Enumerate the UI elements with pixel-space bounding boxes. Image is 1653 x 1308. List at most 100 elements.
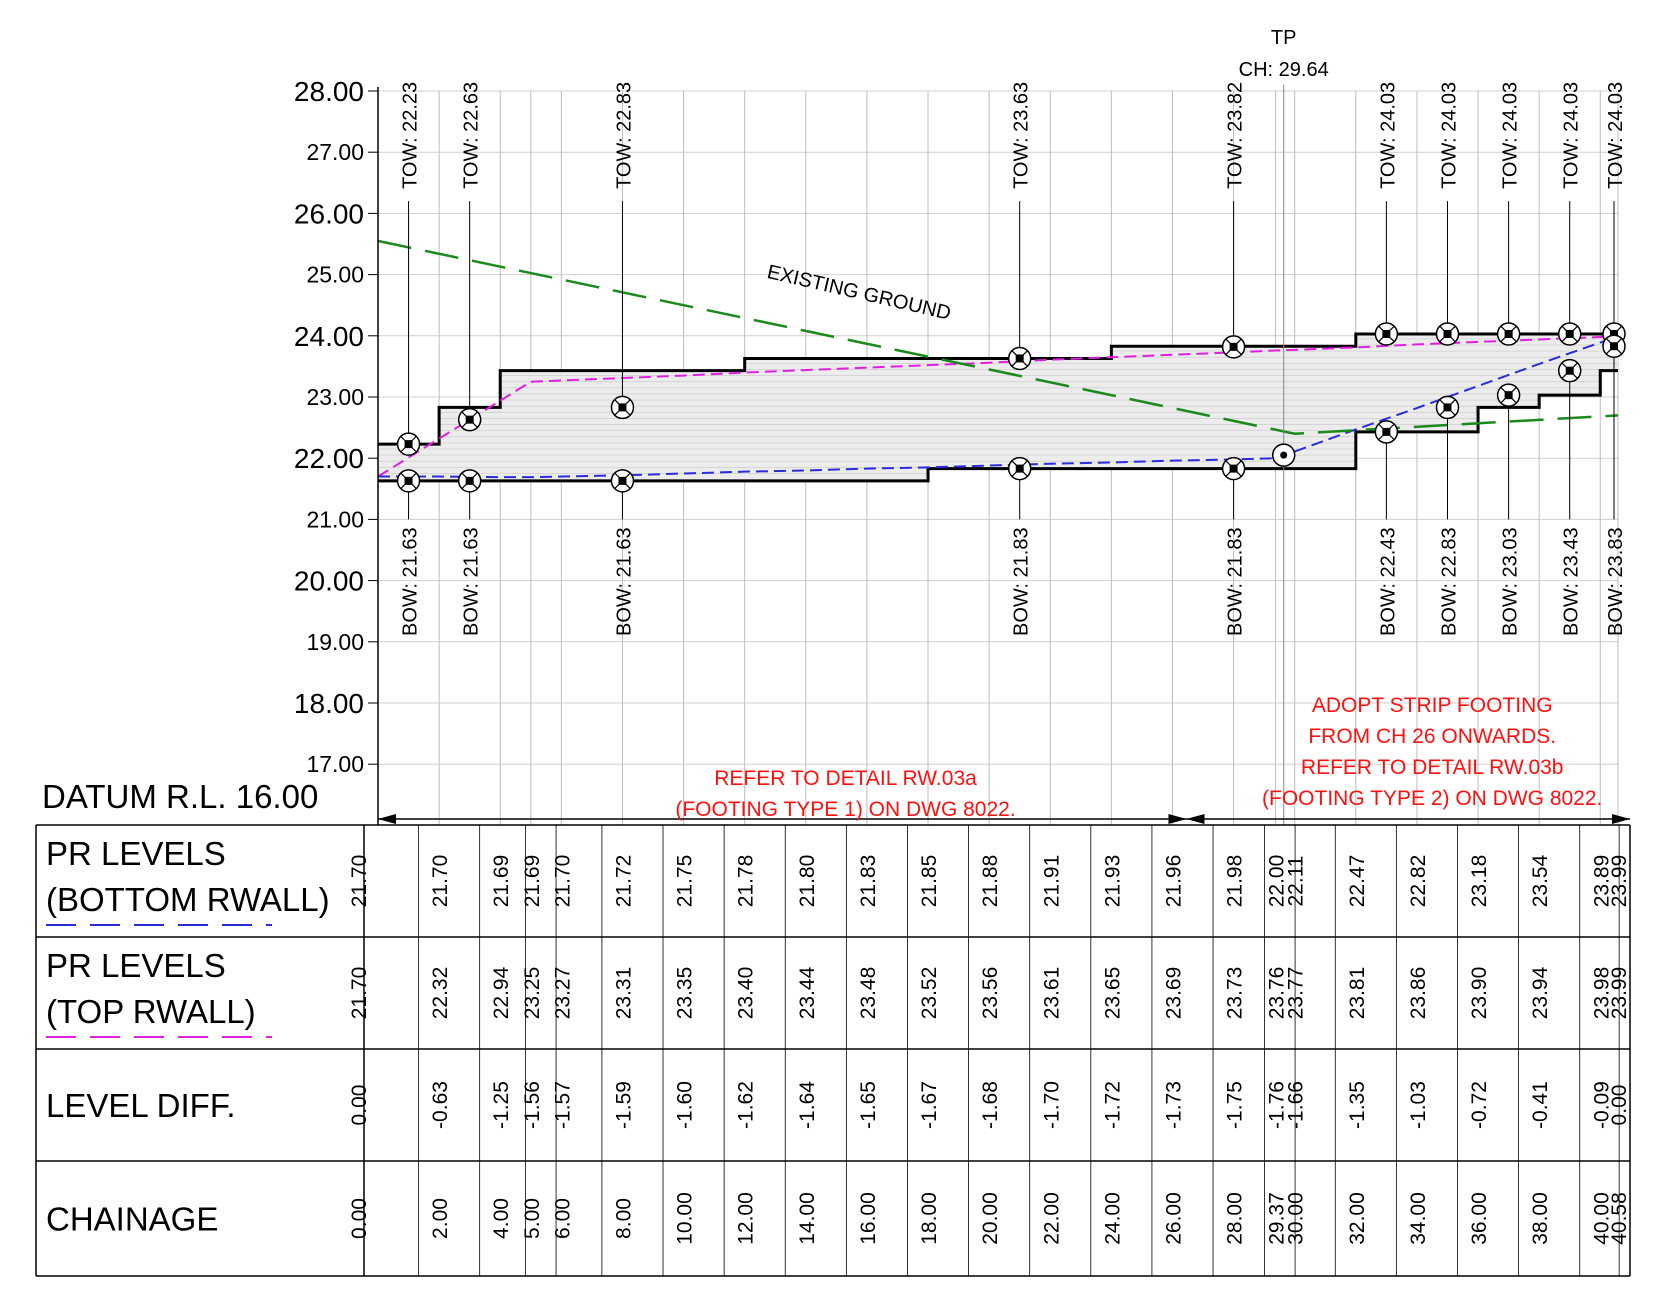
tow-marker-dot (404, 440, 413, 449)
bow-marker (610, 469, 635, 493)
table-cell-value: 23.54 (1529, 854, 1552, 907)
table-cell-value: 30.00 (1285, 1192, 1308, 1245)
wall-fill (378, 332, 1618, 483)
table-cell-value: -1.60 (674, 1081, 697, 1129)
bow-label: BOW: 21.63 (400, 527, 422, 636)
rl-axis-label: 28.00 (294, 76, 364, 107)
table-cell-value: 23.35 (674, 967, 697, 1020)
tow-marker-dot (465, 415, 474, 424)
bow-marker (1435, 395, 1460, 420)
table-cell-value: 21.88 (979, 855, 1002, 908)
bow-marker (1007, 456, 1032, 481)
table-cell-value: 23.89 (1590, 855, 1613, 908)
bow-marker (457, 469, 482, 493)
table-cell-value: -1.56 (521, 1081, 544, 1129)
table-cell-value: 8.00 (612, 1198, 635, 1239)
table-cell-value: -1.66 (1285, 1081, 1308, 1129)
tow-marker-dot (1229, 342, 1238, 351)
table-cell-value: 23.56 (979, 967, 1002, 1020)
bow-marker-dot (618, 476, 627, 485)
bow-marker (396, 469, 421, 493)
table-cell-value: -0.63 (429, 1081, 452, 1129)
table-cell-value: -1.64 (796, 1081, 819, 1129)
existing-ground-line (377, 239, 1619, 435)
datum-label: DATUM R.L. 16.00 (42, 778, 318, 815)
bow-marker-dot (1229, 464, 1238, 473)
tp-marker-dot (1280, 451, 1288, 459)
tow-label: TOW: 22.83 (613, 82, 635, 189)
table-cell-value: 38.00 (1529, 1192, 1552, 1245)
table-cell-value: -1.72 (1101, 1081, 1124, 1129)
table-cell-value: 32.00 (1346, 1192, 1369, 1245)
table-cell-value: 0.00 (348, 1198, 371, 1239)
table-cell-value: -1.76 (1265, 1081, 1288, 1129)
table-cell-value: 23.98 (1590, 967, 1613, 1020)
table-cell-value: 23.65 (1101, 967, 1124, 1020)
table-cell-value: 26.00 (1162, 1192, 1185, 1245)
table-cell-value: 23.25 (521, 967, 544, 1020)
tow-marker-dot (1610, 329, 1618, 338)
rl-axis-label: 27.00 (306, 139, 364, 165)
table-cell-value: 36.00 (1468, 1192, 1491, 1245)
bow-label: BOW: 21.83 (1011, 527, 1033, 636)
tow-label: TOW: 24.03 (1561, 82, 1583, 189)
bow-marker (1602, 334, 1626, 358)
bow-marker-dot (1610, 342, 1618, 351)
table-cell-value: 2.00 (429, 1198, 452, 1239)
table-cell-value: -1.25 (490, 1081, 513, 1129)
bow-label: BOW: 22.83 (1438, 527, 1460, 636)
table-row-title: CHAINAGE (46, 1201, 218, 1238)
table-cell-value: 21.70 (348, 967, 371, 1020)
extent-arrowhead (1186, 814, 1205, 824)
table-cell-value: 21.69 (521, 855, 544, 908)
tow-marker (396, 432, 421, 456)
wall-area (378, 333, 1618, 481)
bow-marker (1221, 456, 1246, 481)
table-cell-value: 23.90 (1468, 967, 1491, 1020)
table-row-title: PR LEVELS (46, 835, 226, 872)
tow-label: TOW: 24.03 (1438, 82, 1460, 189)
tow-marker (1557, 322, 1582, 346)
table-cell-value: -1.67 (918, 1081, 941, 1129)
table-cell-value: 29.37 (1265, 1192, 1288, 1245)
level-callouts: TOW: 22.23 TOW: 22.63 TOW: 22.83 TOW: 23.63… (396, 27, 1627, 825)
levels-table: PR LEVELS (BOTTOM RWALL) 21.70 21.70 21.69 21… (35, 814, 1631, 1277)
footing-type2-note: ADOPT STRIP FOOTING (1312, 694, 1553, 717)
wall-bottom-step-line (378, 369, 1618, 483)
table-cell-value: -0.09 (1590, 1081, 1613, 1129)
table-row-title: (TOP RWALL) (46, 993, 256, 1030)
table-cell-value: -1.57 (551, 1081, 574, 1129)
tow-marker-dot (618, 403, 627, 412)
tp-chainage-label: CH: 29.64 (1239, 59, 1329, 81)
table-cell-value: 20.00 (979, 1192, 1002, 1245)
table-cell-value: 23.40 (735, 967, 758, 1020)
bow-label: BOW: 21.63 (613, 527, 635, 636)
table-cell-value: 23.77 (1285, 967, 1308, 1020)
table-cell-value: 10.00 (674, 1192, 697, 1245)
extent-arrowhead (378, 814, 396, 824)
tow-marker-dot (1565, 329, 1574, 338)
tow-label: TOW: 22.23 (400, 82, 422, 189)
tow-marker (1221, 335, 1246, 359)
tow-label: TOW: 24.03 (1377, 82, 1399, 189)
existing-ground-label: EXISTING GROUND (765, 261, 953, 325)
extent-arrowhead (1612, 814, 1630, 824)
table-cell-value: 21.96 (1162, 855, 1185, 908)
rl-axis: 28.00 27.00 26.00 25.00 24.00 23.00 22.00 21.00… (294, 76, 379, 825)
table-cell-value: 22.32 (429, 967, 452, 1020)
table-cell-value: 34.00 (1407, 1192, 1430, 1245)
table-cell-value: 21.98 (1224, 855, 1247, 908)
footing-type2-note: (FOOTING TYPE 2) ON DWG 8022. (1262, 787, 1602, 810)
tow-marker (1007, 346, 1032, 371)
table-cell-value: 23.69 (1162, 967, 1185, 1020)
table-cell-value: 22.00 (1040, 1192, 1063, 1245)
table-cell-value: 5.00 (521, 1198, 544, 1239)
bow-label: BOW: 23.43 (1561, 527, 1583, 636)
table-row-title: PR LEVELS (46, 947, 226, 984)
bow-marker-dot (404, 476, 413, 485)
table-cell-value: 28.00 (1224, 1192, 1247, 1245)
table-cell-value: 23.73 (1224, 967, 1247, 1020)
footing-type2-note: REFER TO DETAIL RW.03b (1301, 756, 1564, 779)
